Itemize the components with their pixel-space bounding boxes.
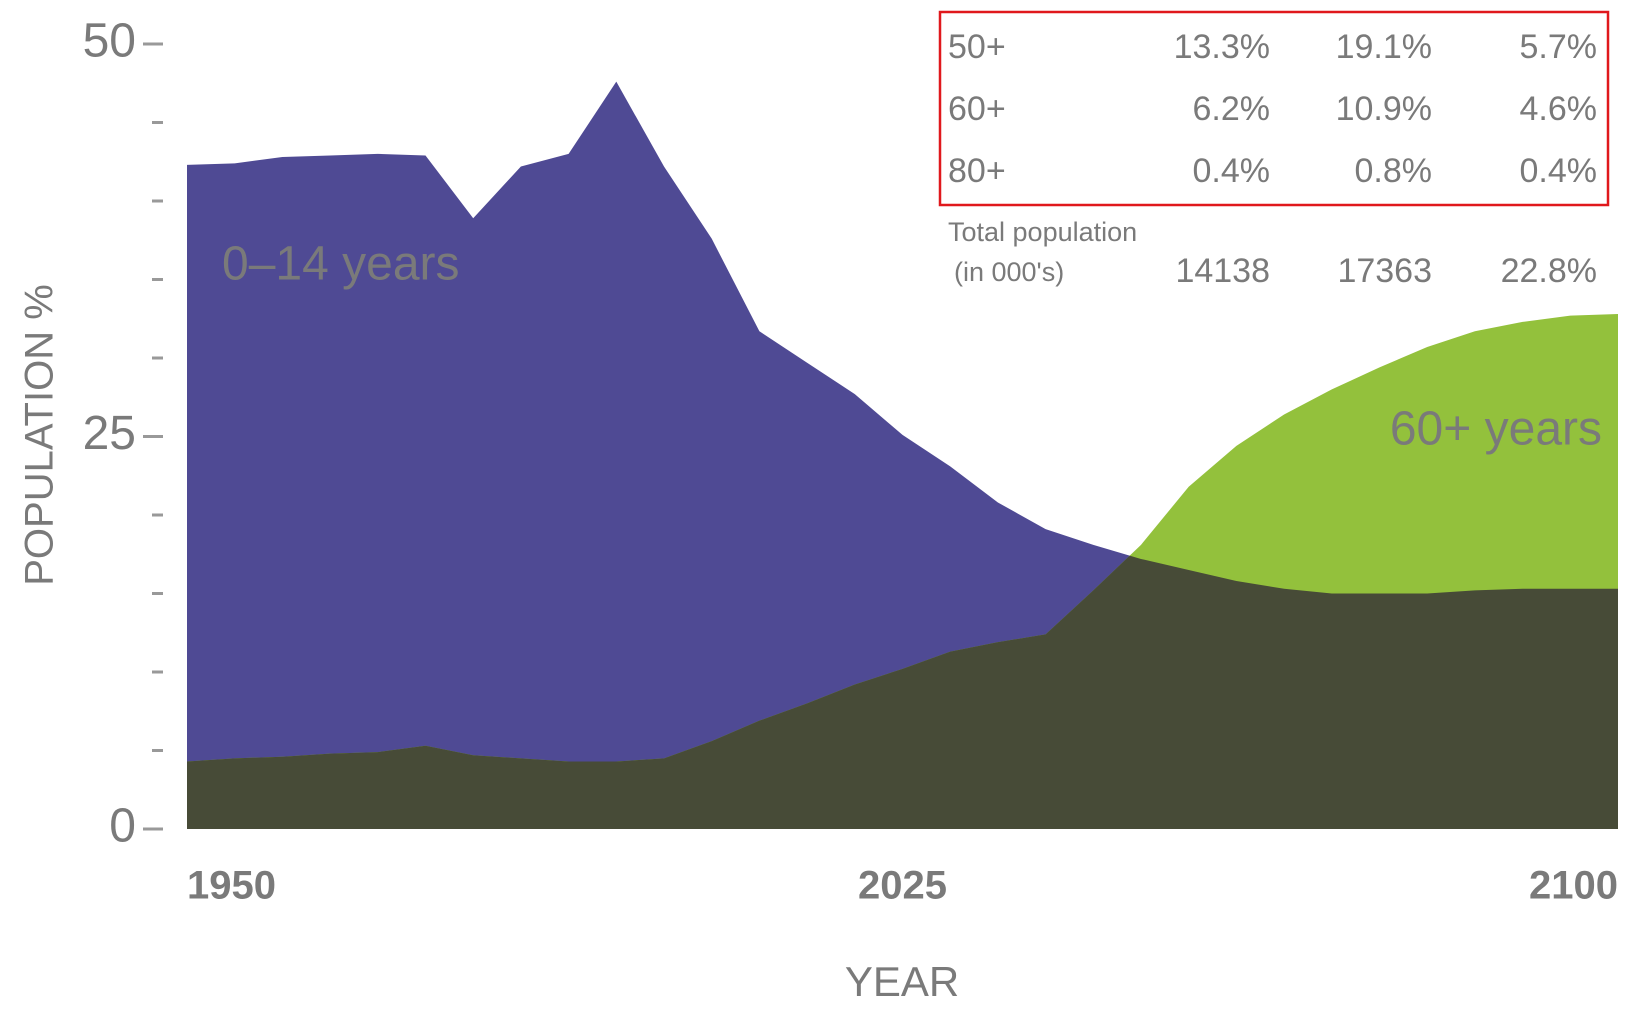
table-cell: 19.1% <box>1336 28 1432 66</box>
table-cell: 50+ <box>948 28 1006 66</box>
table-cell: 80+ <box>948 152 1006 190</box>
table-cell: 0.4% <box>1520 152 1598 190</box>
table-cell: 60+ <box>948 90 1006 128</box>
y-tick-label: 50 <box>83 15 136 68</box>
x-tick-label: 2025 <box>858 864 947 908</box>
y-tick-label: 25 <box>83 407 136 460</box>
y-axis-label: POPULATION % <box>18 284 62 586</box>
table-highlight <box>938 10 1610 207</box>
series-label: 0–14 years <box>222 238 460 291</box>
y-tick-label: 0 <box>109 800 136 853</box>
table-cell: 6.2% <box>1193 90 1271 128</box>
table-cell: 5.7% <box>1520 28 1598 66</box>
table-cell: 4.6% <box>1520 90 1598 128</box>
table-total-value: 14138 <box>1175 252 1270 290</box>
x-axis-label: YEAR <box>845 958 959 1005</box>
table-total-value: 22.8% <box>1501 252 1597 290</box>
x-tick-label: 1950 <box>187 864 276 908</box>
table-cell: 0.4% <box>1193 152 1271 190</box>
table-cell: 0.8% <box>1355 152 1433 190</box>
table-total-label: (in 000's) <box>954 257 1064 287</box>
table-total-label: Total population <box>948 217 1137 247</box>
table-cell: 13.3% <box>1174 28 1270 66</box>
x-tick-label: 2100 <box>1529 864 1618 908</box>
series-label: 60+ years <box>1390 403 1602 456</box>
table-cell: 10.9% <box>1336 90 1432 128</box>
table-total-value: 17363 <box>1337 252 1432 290</box>
